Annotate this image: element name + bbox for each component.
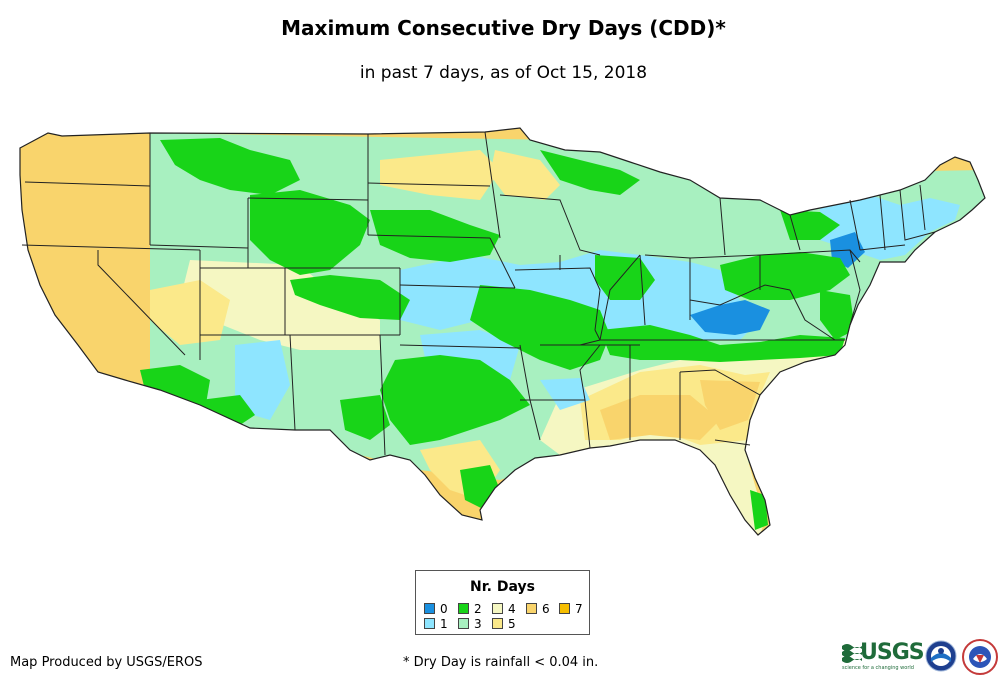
legend-item-5: 5 xyxy=(492,618,516,630)
legend-swatch-7 xyxy=(559,603,570,614)
usgs-wave-icon xyxy=(842,644,862,663)
dry-day-footnote: * Dry Day is rainfall < 0.04 in. xyxy=(403,655,599,670)
nws-logo-icon xyxy=(962,639,998,675)
legend-item-3: 3 xyxy=(458,618,482,630)
legend-item-6: 6 xyxy=(526,603,550,615)
legend-swatch-5 xyxy=(492,618,503,629)
conus-cdd-map xyxy=(19,127,986,536)
legend-swatch-4 xyxy=(492,603,503,614)
legend-item-1: 1 xyxy=(424,618,448,630)
legend-swatch-6 xyxy=(526,603,537,614)
producer-credit: Map Produced by USGS/EROS xyxy=(10,655,203,670)
state-boundaries xyxy=(19,127,986,536)
noaa-logo-icon xyxy=(925,640,957,672)
legend-item-7: 7 xyxy=(559,603,583,615)
legend-swatch-3 xyxy=(458,618,469,629)
legend-box: Nr. Days 0 1 2 3 4 5 6 7 xyxy=(415,570,590,635)
legend-swatch-2 xyxy=(458,603,469,614)
usgs-wordmark: USGS xyxy=(860,640,925,665)
map-subtitle: in past 7 days, as of Oct 15, 2018 xyxy=(359,63,648,83)
legend-item-2: 2 xyxy=(458,603,482,615)
legend-item-0: 0 xyxy=(424,603,448,615)
usgs-tagline: science for a changing world xyxy=(842,665,914,671)
usgs-logo: USGS science for a changing world xyxy=(842,640,925,672)
legend-title: Nr. Days xyxy=(470,579,535,595)
legend-swatch-0 xyxy=(424,603,435,614)
legend-swatch-1 xyxy=(424,618,435,629)
map-title: Maximum Consecutive Dry Days (CDD)* xyxy=(281,16,726,40)
legend-item-4: 4 xyxy=(492,603,516,615)
